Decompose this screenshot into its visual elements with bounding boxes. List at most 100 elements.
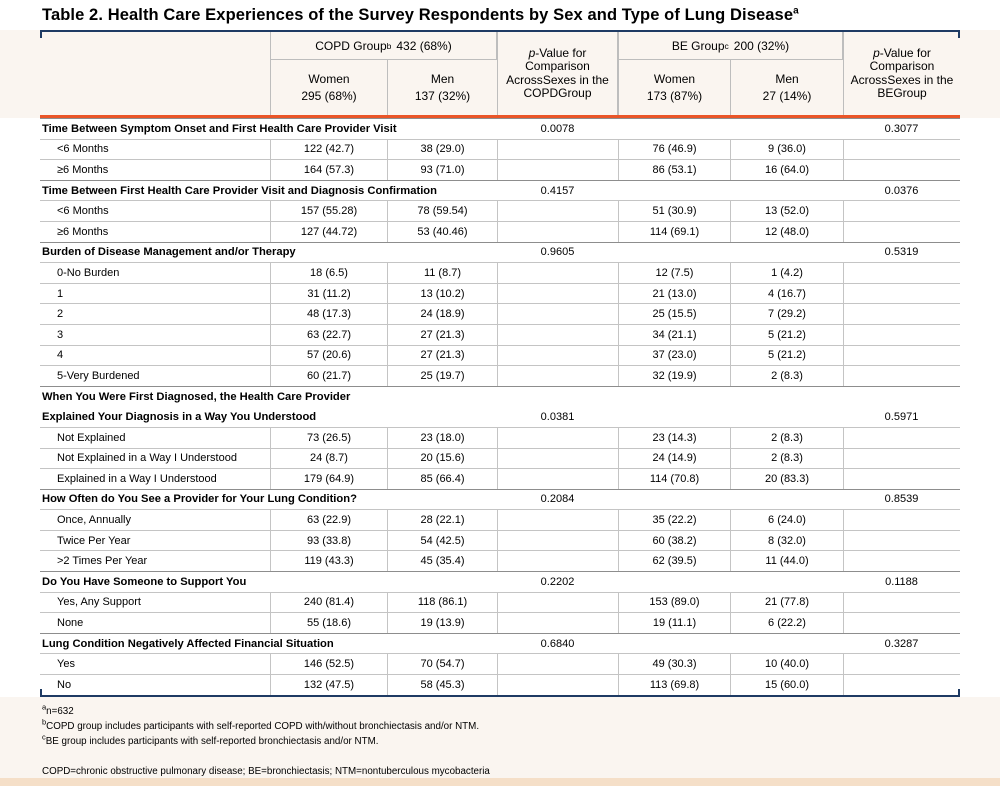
cell-copd-men: 19 (13.9) xyxy=(387,613,497,633)
cell-be-women: 24 (14.9) xyxy=(618,448,730,469)
cell-be-women: 23 (14.3) xyxy=(618,427,730,448)
table-row: 2 48 (17.3) 24 (18.9) 25 (15.5) 7 (29.2) xyxy=(40,303,960,324)
cell-copd-women: 63 (22.7) xyxy=(270,324,387,345)
footnote: cBE group includes participants with sel… xyxy=(42,732,379,747)
cell-copd-men: 93 (71.0) xyxy=(387,160,497,180)
section-label: How Often do You See a Provider for Your… xyxy=(42,493,357,506)
cell-pvalue-be-empty xyxy=(843,304,960,324)
cell-pvalue-be-empty xyxy=(843,551,960,572)
cell-be-men: 11 (44.0) xyxy=(730,551,843,572)
table-row: No 132 (47.5) 58 (45.3) 113 (69.8) 15 (60.0) xyxy=(40,674,960,695)
cell-copd-men: 53 (40.46) xyxy=(387,221,497,242)
cell-copd-women: 57 (20.6) xyxy=(270,345,387,366)
copd-group-count: 432 (68%) xyxy=(396,38,452,53)
cell-be-women: 25 (15.5) xyxy=(618,304,730,324)
cell-pvalue-copd-empty xyxy=(497,675,618,695)
cell-pvalue-copd-empty xyxy=(497,654,618,675)
cell-be-women: 153 (89.0) xyxy=(618,592,730,613)
cell-copd-women: 127 (44.72) xyxy=(270,221,387,242)
pvalue-copd: 0.2202 xyxy=(540,575,575,588)
cell-copd-men: 27 (21.3) xyxy=(387,345,497,366)
cell-be-women: 113 (69.8) xyxy=(618,675,730,695)
cell-be-men: 8 (32.0) xyxy=(730,530,843,551)
cell-copd-men: 11 (8.7) xyxy=(387,263,497,283)
section-label: Burden of Disease Management and/or Ther… xyxy=(42,246,296,259)
cell-pvalue-copd-empty xyxy=(497,613,618,633)
cell-pvalue-be-empty xyxy=(843,201,960,221)
cell-be-women: 51 (30.9) xyxy=(618,201,730,221)
table-row: Yes 146 (52.5) 70 (54.7) 49 (30.3) 10 (40.0) xyxy=(40,653,960,675)
section-row: When You Were First Diagnosed, the Healt… xyxy=(40,385,960,407)
cell-pvalue-copd-empty xyxy=(497,510,618,530)
pvalue-copd-lines: Comparison AcrossSexes in the COPDGroup xyxy=(506,59,609,100)
cell-pvalue-copd-empty xyxy=(497,530,618,551)
cell-copd-women: 60 (21.7) xyxy=(270,366,387,386)
pvalue-be: 0.1188 xyxy=(885,575,918,588)
table-header-band: COPD Group b 432 (68%) p-Value for Compari… xyxy=(0,30,1000,118)
row-label: No xyxy=(57,678,72,691)
row-label: 0-No Burden xyxy=(57,266,120,279)
cell-be-men: 2 (8.3) xyxy=(730,366,843,386)
cell-copd-men: 13 (10.2) xyxy=(387,283,497,304)
pvalue-be: 0.5319 xyxy=(884,246,919,259)
table-row: Once, Annually 63 (22.9) 28 (22.1) 35 (22.2… xyxy=(40,509,960,530)
be-group-count: 200 (32%) xyxy=(733,38,790,53)
cell-copd-men: 78 (59.54) xyxy=(387,201,497,221)
row-label: 5-Very Burdened xyxy=(57,369,140,382)
cell-be-women: 21 (13.0) xyxy=(618,283,730,304)
table-title-text: Table 2. Health Care Experiences of the … xyxy=(42,6,794,24)
cell-copd-men: 45 (35.4) xyxy=(387,551,497,572)
cell-pvalue-copd-empty xyxy=(497,345,618,366)
table-row: None 55 (18.6) 19 (13.9) 19 (11.1) 6 (22.2) xyxy=(40,612,960,633)
section-label: Lung Condition Negatively Affected Finan… xyxy=(42,637,334,650)
cell-pvalue-copd-empty xyxy=(497,551,618,572)
cell-pvalue-copd-empty xyxy=(497,324,618,345)
row-label: Yes xyxy=(57,658,75,671)
footnote-list: an=632 bCOPD group includes participants … xyxy=(42,703,1000,749)
cell-copd-women: 24 (8.7) xyxy=(270,448,387,469)
table-row: 5-Very Burdened 60 (21.7) 25 (19.7) 32 (19.… xyxy=(40,365,960,386)
section-row: Time Between First Health Care Provider … xyxy=(40,179,960,201)
table-row: 3 63 (22.7) 27 (21.3) 34 (21.1) 5 (21.2) xyxy=(40,323,960,345)
cell-pvalue-be-empty xyxy=(843,263,960,283)
column-header-be-group: BE Group c 200 (32%) xyxy=(618,32,843,60)
pvalue-copd: 0.9605 xyxy=(540,246,575,259)
table-row: Not Explained in a Way I Understood 24 (8… xyxy=(40,447,960,469)
pvalue-be: 0.0376 xyxy=(884,184,919,197)
column-header-pvalue-copd: p-Value for Comparison AcrossSexes in th… xyxy=(497,32,618,115)
table-title: Table 2. Health Care Experiences of the … xyxy=(42,6,799,24)
pvalue-be: 0.3077 xyxy=(884,122,919,135)
cell-copd-women: 55 (18.6) xyxy=(270,613,387,633)
row-label: Not Explained xyxy=(57,431,126,444)
top-rule xyxy=(40,30,960,38)
column-header-copd-women: Women 295 (68%) xyxy=(270,60,387,115)
pvalue-copd-line1: p-Value for xyxy=(528,45,587,60)
pvalue-be: 0.5971 xyxy=(884,410,919,423)
table-title-superscript: a xyxy=(793,5,799,17)
cell-be-men: 1 (4.2) xyxy=(730,263,843,283)
cell-copd-men: 23 (18.0) xyxy=(387,427,497,448)
cell-copd-women: 48 (17.3) xyxy=(270,304,387,324)
section-row: Do You Have Someone to Support You 0.2202… xyxy=(40,571,960,592)
cell-copd-women: 73 (26.5) xyxy=(270,427,387,448)
section-row: Explained Your Diagnosis in a Way You Un… xyxy=(40,406,960,427)
cell-be-men: 12 (48.0) xyxy=(730,221,843,242)
cell-pvalue-be-empty xyxy=(843,613,960,633)
cell-be-men: 15 (60.0) xyxy=(730,675,843,695)
title-area: Table 2. Health Care Experiences of the … xyxy=(0,0,1000,30)
table-row: ≥6 Months 127 (44.72) 53 (40.46) 114 (69.1)… xyxy=(40,220,960,242)
table-row: Not Explained 73 (26.5) 23 (18.0) 23 (14.3)… xyxy=(40,426,960,448)
cell-pvalue-copd-empty xyxy=(497,592,618,613)
table-row: <6 Months 157 (55.28) 78 (59.54) 51 (30.9) 1… xyxy=(40,200,960,221)
cell-copd-women: 119 (43.3) xyxy=(270,551,387,572)
cell-copd-men: 70 (54.7) xyxy=(387,654,497,675)
cell-pvalue-be-empty xyxy=(843,366,960,386)
cell-pvalue-be-empty xyxy=(843,448,960,469)
cell-copd-men: 25 (19.7) xyxy=(387,366,497,386)
copd-group-label: COPD Group xyxy=(315,38,387,53)
cell-pvalue-copd-empty xyxy=(497,469,618,489)
cell-copd-men: 27 (21.3) xyxy=(387,324,497,345)
bottom-rule xyxy=(40,688,960,697)
cell-copd-women: 122 (42.7) xyxy=(270,139,387,160)
row-label: >2 Times Per Year xyxy=(57,555,148,568)
